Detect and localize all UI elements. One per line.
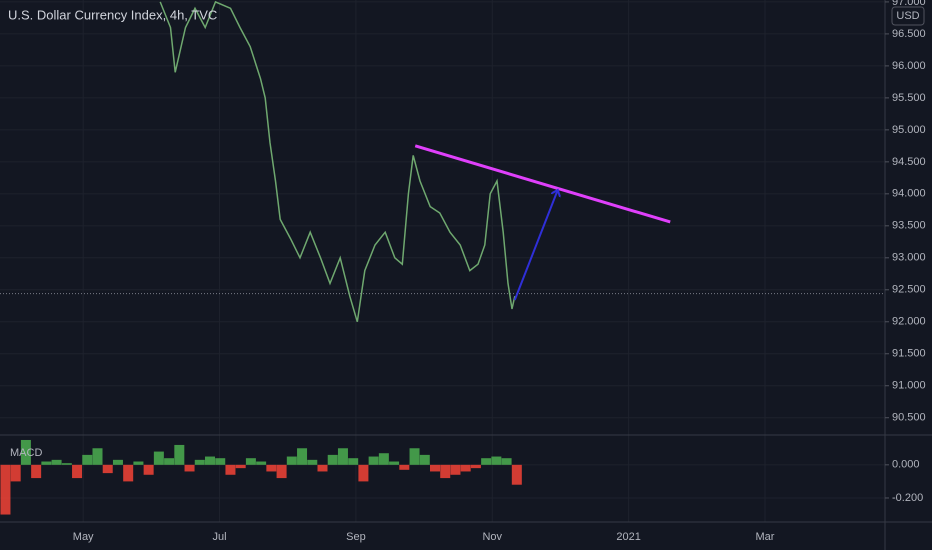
y-tick-label: 97.000 (892, 0, 926, 8)
y-tick-label: 91.000 (892, 380, 926, 392)
macd-bar (389, 461, 400, 465)
macd-bar (470, 464, 481, 469)
price-line (159, 0, 516, 323)
labels: U.S. Dollar Currency Index, 4h, TVC MACD… (8, 0, 926, 543)
macd-bar (327, 454, 338, 465)
y-tick-label: 92.500 (892, 284, 926, 296)
macd-bar (348, 458, 359, 465)
macd-bar (235, 464, 246, 469)
y-tick-label: 95.500 (892, 92, 926, 104)
grid (0, 0, 885, 522)
y-tick-label: 96.000 (892, 60, 926, 72)
macd-bar (174, 444, 185, 465)
macd-bar (143, 464, 154, 475)
y-tick-label: 0.000 (892, 459, 920, 471)
macd-bar (0, 464, 11, 515)
y-tick-label: 93.000 (892, 252, 926, 264)
macd-bar (20, 439, 31, 465)
y-tick-label: 91.500 (892, 348, 926, 360)
macd-bar (10, 464, 21, 482)
y-tick-label: 95.000 (892, 124, 926, 136)
trendline (414, 144, 671, 224)
y-tick-label: 90.500 (892, 412, 926, 424)
macd-bar (215, 458, 226, 465)
macd-bar (256, 461, 267, 465)
macd-title: MACD (10, 447, 42, 459)
x-tick-label: Jul (213, 531, 227, 543)
x-tick-label: 2021 (616, 531, 640, 543)
y-tick-label: 94.000 (892, 188, 926, 200)
macd-bar (378, 453, 389, 465)
x-tick-label: Sep (346, 531, 366, 543)
macd-bar (225, 464, 236, 475)
macd-bar (419, 454, 430, 465)
macd-bar (399, 464, 410, 470)
macd-bar (358, 464, 369, 482)
marks (0, 0, 885, 515)
x-tick-label: Nov (482, 531, 502, 543)
macd-bar (153, 451, 164, 465)
macd-bar (276, 464, 287, 479)
macd-bar (184, 464, 195, 472)
arrow (513, 190, 558, 301)
y-tick-label: 96.500 (892, 28, 926, 40)
macd-bar (511, 464, 522, 485)
macd-bar (337, 448, 348, 465)
macd-bar (266, 464, 277, 472)
macd-bar (133, 461, 144, 465)
macd-bar (61, 463, 72, 465)
macd-bar (82, 454, 93, 465)
y-tick-label: 94.500 (892, 156, 926, 168)
macd-bar (440, 464, 451, 479)
macd-bar (72, 464, 83, 479)
currency-box[interactable] (891, 6, 925, 26)
macd-bar (430, 464, 440, 472)
macd-bar (112, 459, 123, 465)
macd-bar (123, 464, 134, 482)
macd-bar (368, 456, 379, 465)
macd-bar (164, 458, 175, 465)
x-tick-label: Mar (756, 531, 775, 543)
y-tick-label: 93.500 (892, 220, 926, 232)
y-tick-label: 92.000 (892, 316, 926, 328)
macd-bar (51, 459, 62, 465)
macd-bar (194, 459, 205, 465)
macd-bar (297, 448, 308, 465)
macd-bar (92, 448, 103, 465)
macd-bar (481, 458, 492, 465)
macd-bar (450, 464, 461, 475)
y-tick-label: -0.200 (892, 492, 923, 504)
macd-bar (286, 456, 297, 465)
macd-bar (102, 464, 113, 474)
macd-bar (205, 456, 215, 465)
macd-bar (317, 464, 328, 472)
macd-bar (460, 464, 471, 472)
macd-bar (307, 459, 318, 465)
macd-bar (41, 461, 52, 465)
macd-bar (31, 464, 42, 479)
macd-bar (409, 448, 420, 465)
macd-bar (491, 456, 502, 465)
macd-bar (501, 458, 512, 465)
macd-bar (245, 458, 256, 465)
chart-title: U.S. Dollar Currency Index, 4h, TVC (8, 7, 217, 22)
currency[interactable]: USD (896, 10, 919, 22)
x-tick-label: May (73, 531, 94, 543)
